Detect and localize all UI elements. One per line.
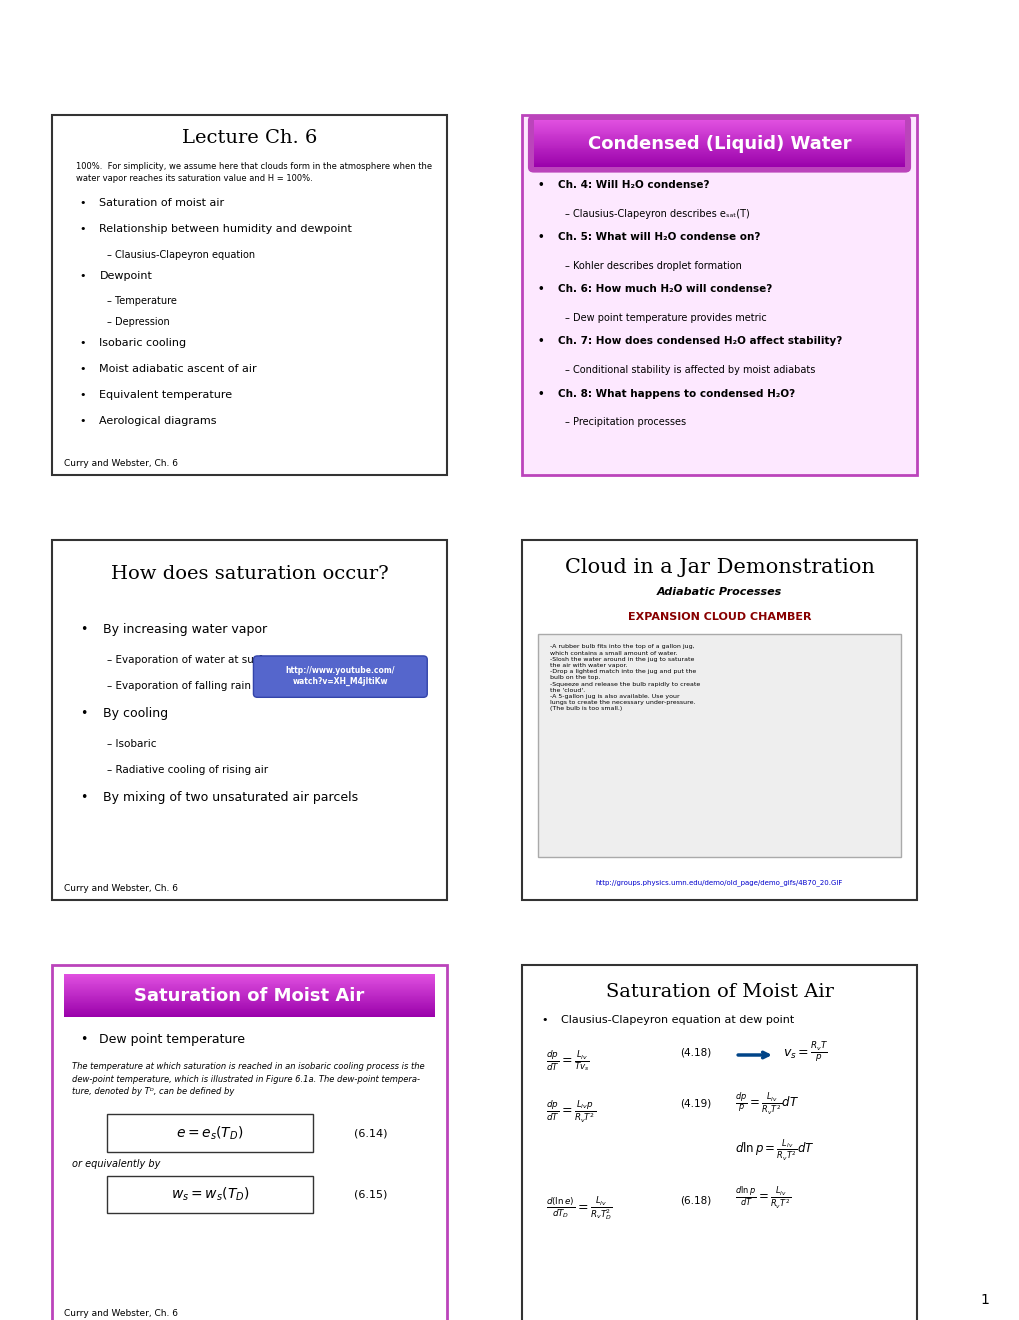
Text: •: • — [537, 232, 544, 242]
Text: •: • — [537, 337, 544, 346]
Text: •: • — [79, 791, 87, 804]
Text: $w_s = w_s(T_D)$: $w_s = w_s(T_D)$ — [170, 1185, 249, 1204]
Text: By cooling: By cooling — [103, 708, 168, 719]
Text: $e = e_s(T_D)$: $e = e_s(T_D)$ — [176, 1125, 244, 1142]
Text: The temperature at which saturation is reached in an isobaric cooling process is: The temperature at which saturation is r… — [71, 1063, 424, 1096]
Text: Clausius-Clapeyron equation at dew point: Clausius-Clapeyron equation at dew point — [560, 1015, 794, 1026]
Text: •: • — [79, 338, 86, 348]
FancyBboxPatch shape — [52, 540, 446, 900]
Text: $\frac{dp}{dT} = \frac{L_{lv}}{Tv_s}$: $\frac{dp}{dT} = \frac{L_{lv}}{Tv_s}$ — [545, 1048, 589, 1073]
FancyBboxPatch shape — [253, 656, 427, 697]
Text: $\frac{dp}{p} = \frac{L_{lv}}{R_vT^2}dT$: $\frac{dp}{p} = \frac{L_{lv}}{R_vT^2}dT$ — [735, 1092, 799, 1117]
FancyBboxPatch shape — [107, 1114, 313, 1152]
Text: 100%.  For simplicity, we assume here that clouds form in the atmosphere when th: 100%. For simplicity, we assume here tha… — [75, 162, 431, 182]
Text: Saturation of moist air: Saturation of moist air — [99, 198, 224, 207]
Text: Isobaric cooling: Isobaric cooling — [99, 338, 186, 348]
FancyBboxPatch shape — [537, 634, 901, 857]
FancyBboxPatch shape — [522, 965, 916, 1320]
Text: •: • — [79, 416, 86, 426]
Text: Curry and Webster, Ch. 6: Curry and Webster, Ch. 6 — [64, 459, 177, 467]
Text: •: • — [537, 388, 544, 399]
Text: Lecture Ch. 6: Lecture Ch. 6 — [181, 129, 317, 148]
FancyBboxPatch shape — [107, 1176, 313, 1213]
Text: Ch. 4: Will H₂O condense?: Ch. 4: Will H₂O condense? — [557, 180, 708, 190]
Text: $v_s = \frac{R_vT}{p}$: $v_s = \frac{R_vT}{p}$ — [782, 1040, 827, 1064]
Text: Dewpoint: Dewpoint — [99, 271, 152, 281]
Text: $\frac{dp}{dT} = \frac{L_{lv}p}{R_vT^2}$: $\frac{dp}{dT} = \frac{L_{lv}p}{R_vT^2}$ — [545, 1098, 595, 1125]
Text: Ch. 5: What will H₂O condense on?: Ch. 5: What will H₂O condense on? — [557, 232, 759, 242]
Text: – Evaporation of water at surface: – Evaporation of water at surface — [107, 655, 280, 665]
Text: Moist adiabatic ascent of air: Moist adiabatic ascent of air — [99, 364, 257, 374]
Text: •: • — [79, 708, 87, 719]
Text: Ch. 7: How does condensed H₂O affect stability?: Ch. 7: How does condensed H₂O affect sta… — [557, 337, 841, 346]
FancyBboxPatch shape — [52, 965, 446, 1320]
Text: – Dew point temperature provides metric: – Dew point temperature provides metric — [565, 313, 766, 323]
Text: EXPANSION CLOUD CHAMBER: EXPANSION CLOUD CHAMBER — [627, 612, 810, 622]
Text: – Depression: – Depression — [107, 317, 170, 327]
Text: – Precipitation processes: – Precipitation processes — [565, 417, 686, 428]
Text: •: • — [79, 623, 87, 636]
FancyBboxPatch shape — [522, 540, 916, 900]
Text: Ch. 6: How much H₂O will condense?: Ch. 6: How much H₂O will condense? — [557, 284, 771, 294]
Text: •: • — [79, 198, 86, 207]
Text: $\frac{d\ln p}{dT} = \frac{L_{lv}}{R_vT^2}$: $\frac{d\ln p}{dT} = \frac{L_{lv}}{R_vT^… — [735, 1184, 791, 1210]
Text: Cloud in a Jar Demonstration: Cloud in a Jar Demonstration — [564, 558, 873, 577]
Text: Aerological diagrams: Aerological diagrams — [99, 416, 217, 426]
Text: •: • — [537, 180, 544, 190]
Text: (4.19): (4.19) — [680, 1098, 710, 1109]
Text: Ch. 8: What happens to condensed H₂O?: Ch. 8: What happens to condensed H₂O? — [557, 388, 794, 399]
Text: – Clausius-Clapeyron describes eₛₐₜ(T): – Clausius-Clapeyron describes eₛₐₜ(T) — [565, 209, 749, 219]
FancyBboxPatch shape — [522, 115, 916, 475]
Text: •: • — [79, 223, 86, 234]
Text: -A rubber bulb fits into the top of a gallon jug,
which contains a small amount : -A rubber bulb fits into the top of a ga… — [549, 644, 699, 711]
Text: Saturation of Moist Air: Saturation of Moist Air — [135, 986, 364, 1005]
Text: 1: 1 — [979, 1292, 988, 1307]
Text: •: • — [79, 364, 86, 374]
Text: – Conditional stability is affected by moist adiabats: – Conditional stability is affected by m… — [565, 366, 815, 375]
Text: – Clausius-Clapeyron equation: – Clausius-Clapeyron equation — [107, 249, 255, 260]
Text: •: • — [541, 1015, 548, 1026]
Text: Curry and Webster, Ch. 6: Curry and Webster, Ch. 6 — [64, 884, 177, 892]
FancyBboxPatch shape — [528, 115, 910, 173]
Text: (4.18): (4.18) — [680, 1048, 710, 1057]
Text: •: • — [79, 1034, 87, 1047]
Text: •: • — [79, 389, 86, 400]
Text: •: • — [537, 284, 544, 294]
Text: or equivalently by: or equivalently by — [71, 1159, 160, 1170]
Text: Relationship between humidity and dewpoint: Relationship between humidity and dewpoi… — [99, 223, 352, 234]
Text: Equivalent temperature: Equivalent temperature — [99, 389, 232, 400]
Text: http://www.youtube.com/
watch?v=XH_M4jItiKw: http://www.youtube.com/ watch?v=XH_M4jIt… — [285, 665, 394, 686]
Text: (6.18): (6.18) — [680, 1196, 710, 1205]
Text: Adiabatic Processes: Adiabatic Processes — [656, 587, 782, 597]
Text: – Radiative cooling of rising air: – Radiative cooling of rising air — [107, 766, 268, 775]
FancyBboxPatch shape — [52, 115, 446, 475]
Text: $\frac{d(\ln e)}{dT_D} = \frac{L_{lv}}{R_vT_D^2}$: $\frac{d(\ln e)}{dT_D} = \frac{L_{lv}}{R… — [545, 1196, 611, 1222]
Text: How does saturation occur?: How does saturation occur? — [110, 565, 388, 583]
Text: Saturation of Moist Air: Saturation of Moist Air — [605, 983, 833, 1001]
Text: http://groups.physics.umn.edu/demo/old_page/demo_gifs/4B70_20.GIF: http://groups.physics.umn.edu/demo/old_p… — [595, 879, 843, 886]
Text: – Evaporation of falling rain: – Evaporation of falling rain — [107, 681, 251, 692]
Text: •: • — [79, 271, 86, 281]
Text: Curry and Webster, Ch. 6: Curry and Webster, Ch. 6 — [64, 1309, 177, 1317]
Text: Dew point temperature: Dew point temperature — [99, 1034, 246, 1047]
Text: By increasing water vapor: By increasing water vapor — [103, 623, 267, 636]
Text: – Isobaric: – Isobaric — [107, 739, 157, 750]
Text: (6.14): (6.14) — [354, 1129, 387, 1138]
Text: – Temperature: – Temperature — [107, 297, 177, 306]
Text: By mixing of two unsaturated air parcels: By mixing of two unsaturated air parcels — [103, 791, 358, 804]
Text: Condensed (Liquid) Water: Condensed (Liquid) Water — [587, 135, 851, 153]
Text: – Kohler describes droplet formation: – Kohler describes droplet formation — [565, 261, 742, 271]
Text: $d\ln p = \frac{L_{lv}}{R_vT^2}dT$: $d\ln p = \frac{L_{lv}}{R_vT^2}dT$ — [735, 1138, 814, 1164]
Text: (6.15): (6.15) — [354, 1189, 387, 1200]
